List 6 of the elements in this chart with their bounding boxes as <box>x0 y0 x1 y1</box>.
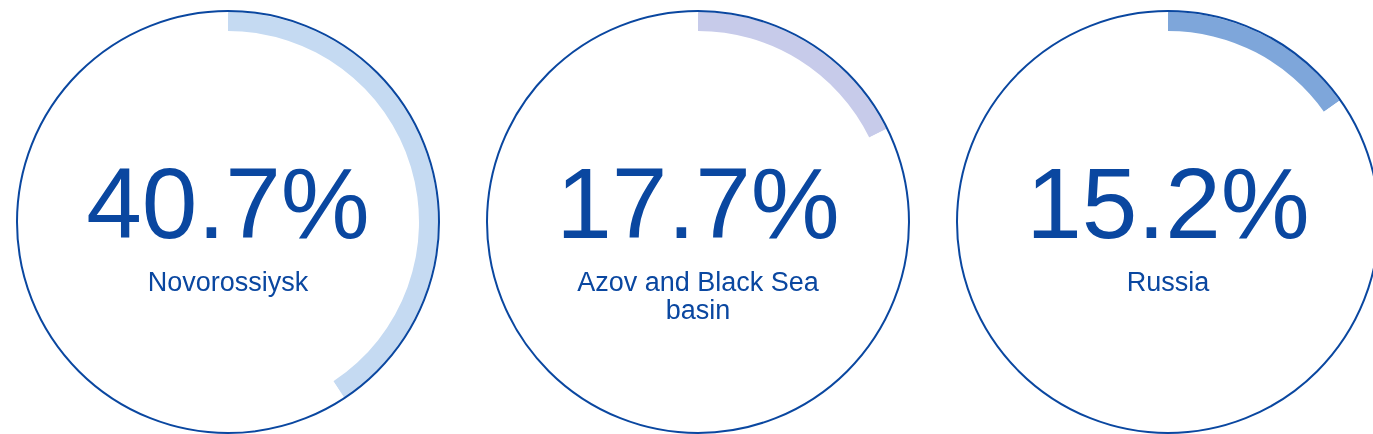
data-label: 17.7% <box>556 147 840 259</box>
data-label: 15.2% <box>1026 147 1310 259</box>
slice-label: Novorossiysk <box>147 267 309 297</box>
data-label: 40.7% <box>86 147 370 259</box>
slice-label: Russia <box>1126 267 1211 297</box>
slice-label: Azov and Black Sea basin <box>577 267 820 325</box>
